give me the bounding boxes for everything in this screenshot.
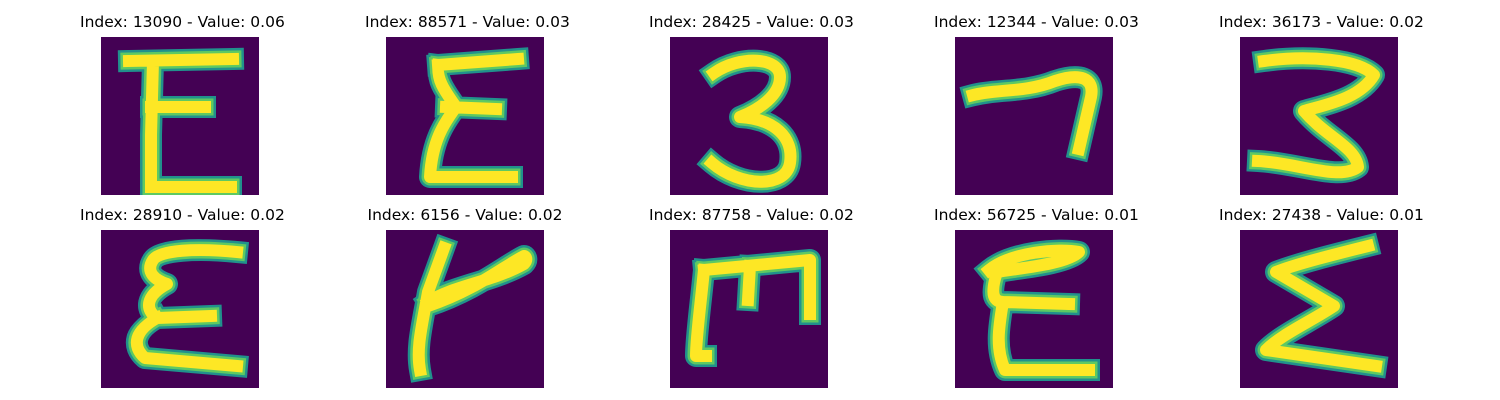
sample-cell: Index: 87758 - Value: 0.02	[649, 205, 849, 390]
digit-image	[670, 230, 828, 388]
sample-cell: Index: 13090 - Value: 0.06	[80, 12, 280, 197]
sample-title: Index: 88571 - Value: 0.03	[365, 12, 565, 32]
digit-image	[386, 230, 544, 388]
digit-image	[670, 37, 828, 195]
sample-cell: Index: 36173 - Value: 0.02	[1219, 12, 1419, 197]
sample-cell: Index: 88571 - Value: 0.03	[365, 12, 565, 197]
sample-title: Index: 6156 - Value: 0.02	[365, 205, 565, 225]
sample-cell: Index: 56725 - Value: 0.01	[934, 205, 1134, 390]
digit-image	[955, 230, 1113, 388]
digit-image	[386, 37, 544, 195]
sample-title: Index: 56725 - Value: 0.01	[934, 205, 1134, 225]
sample-title: Index: 36173 - Value: 0.02	[1219, 12, 1419, 32]
sample-cell: Index: 28910 - Value: 0.02	[80, 205, 280, 390]
sample-title: Index: 27438 - Value: 0.01	[1219, 205, 1419, 225]
digit-image	[1240, 230, 1398, 388]
digit-image	[101, 230, 259, 388]
digit-image	[955, 37, 1113, 195]
sample-cell: Index: 27438 - Value: 0.01	[1219, 205, 1419, 390]
sample-title: Index: 12344 - Value: 0.03	[934, 12, 1134, 32]
sample-cell: Index: 12344 - Value: 0.03	[934, 12, 1134, 197]
sample-cell: Index: 6156 - Value: 0.02	[365, 205, 565, 390]
sample-title: Index: 28425 - Value: 0.03	[649, 12, 849, 32]
digit-image	[101, 37, 259, 195]
sample-title: Index: 13090 - Value: 0.06	[80, 12, 280, 32]
sample-title: Index: 87758 - Value: 0.02	[649, 205, 849, 225]
sample-cell: Index: 28425 - Value: 0.03	[649, 12, 849, 197]
sample-title: Index: 28910 - Value: 0.02	[80, 205, 280, 225]
digit-image	[1240, 37, 1398, 195]
